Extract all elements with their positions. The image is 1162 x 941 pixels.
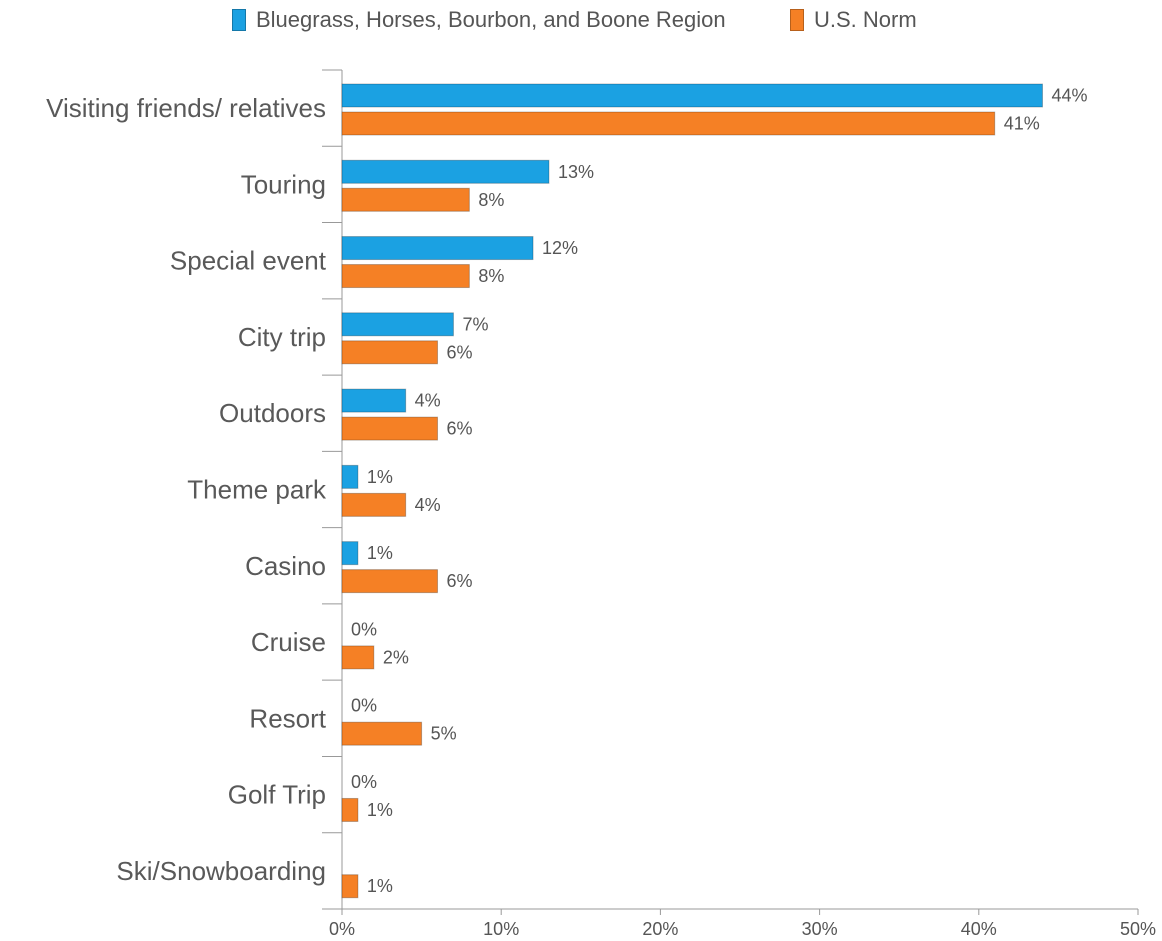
- bar-region: [341, 236, 534, 261]
- data-label-region: 4%: [415, 391, 441, 411]
- x-tick-label: 20%: [642, 919, 678, 939]
- bar-us-norm: [341, 264, 470, 289]
- legend-swatch-us-norm: [790, 9, 804, 31]
- data-label-us-norm: 41%: [1004, 114, 1040, 134]
- legend-label-us-norm: U.S. Norm: [814, 7, 917, 32]
- data-label-us-norm: 1%: [367, 876, 393, 896]
- bar-us-norm: [341, 797, 359, 822]
- bar-us-norm: [341, 645, 375, 670]
- category-label: Touring: [241, 169, 326, 199]
- category-label: Casino: [245, 551, 326, 581]
- category-label: City trip: [238, 322, 326, 352]
- category-label: Cruise: [251, 627, 326, 657]
- bar-us-norm: [341, 492, 407, 517]
- category-label: Special event: [170, 246, 327, 276]
- data-label-us-norm: 4%: [415, 495, 441, 515]
- legend: Bluegrass, Horses, Bourbon, and Boone Re…: [0, 7, 1162, 37]
- bar-us-norm: [341, 874, 359, 899]
- legend-swatch-region: [232, 9, 246, 31]
- data-label-us-norm: 1%: [367, 800, 393, 820]
- x-tick-label: 10%: [483, 919, 519, 939]
- data-label-us-norm: 8%: [478, 190, 504, 210]
- data-label-region: 12%: [542, 238, 578, 258]
- bar-region: [341, 159, 550, 184]
- data-label-region: 13%: [558, 162, 594, 182]
- data-label-region: 0%: [351, 772, 377, 792]
- bar-us-norm: [341, 340, 439, 365]
- category-label: Theme park: [187, 475, 327, 505]
- bar-region: [341, 388, 407, 413]
- bar-us-norm: [341, 569, 439, 594]
- category-label: Visiting friends/ relatives: [46, 93, 326, 123]
- x-tick-label: 30%: [802, 919, 838, 939]
- bar-region: [341, 83, 1043, 108]
- data-label-region: 0%: [351, 619, 377, 639]
- x-tick-label: 0%: [329, 919, 355, 939]
- data-label-region: 44%: [1051, 86, 1087, 106]
- category-label: Resort: [249, 703, 326, 733]
- category-label: Outdoors: [219, 398, 326, 428]
- data-label-us-norm: 6%: [447, 419, 473, 439]
- data-label-us-norm: 8%: [478, 266, 504, 286]
- bar-region: [341, 464, 359, 489]
- category-label: Ski/Snowboarding: [116, 856, 326, 886]
- bar-us-norm: [341, 416, 439, 441]
- legend-item-us-norm: U.S. Norm: [790, 7, 917, 33]
- x-tick-label: 40%: [961, 919, 997, 939]
- data-label-us-norm: 5%: [431, 724, 457, 744]
- data-label-us-norm: 6%: [447, 571, 473, 591]
- data-label-us-norm: 2%: [383, 647, 409, 667]
- x-tick-label: 50%: [1120, 919, 1156, 939]
- category-label: Golf Trip: [228, 780, 326, 810]
- data-label-us-norm: 6%: [447, 342, 473, 362]
- bar-us-norm: [341, 111, 996, 136]
- data-label-region: 0%: [351, 696, 377, 716]
- legend-item-region: Bluegrass, Horses, Bourbon, and Boone Re…: [232, 7, 726, 33]
- bar-us-norm: [341, 187, 470, 212]
- data-label-region: 7%: [462, 314, 488, 334]
- bar-us-norm: [341, 721, 423, 746]
- data-label-region: 1%: [367, 467, 393, 487]
- data-label-region: 1%: [367, 543, 393, 563]
- legend-label-region: Bluegrass, Horses, Bourbon, and Boone Re…: [256, 7, 726, 32]
- bar-region: [341, 541, 359, 566]
- bar-region: [341, 312, 454, 337]
